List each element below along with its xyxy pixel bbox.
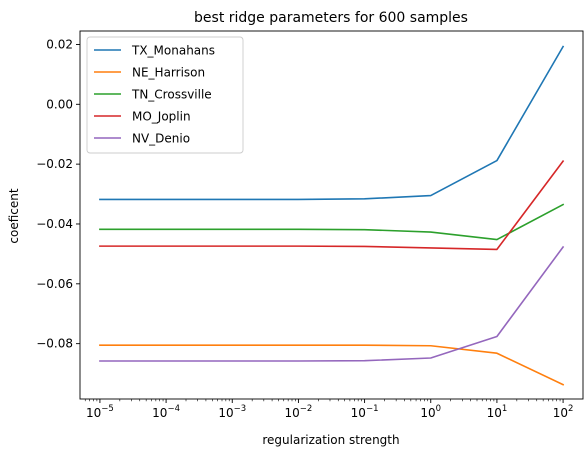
x-tick-label: 10−1 xyxy=(351,404,379,420)
x-tick-label: 101 xyxy=(487,404,508,420)
x-tick-label: 10−3 xyxy=(218,404,246,420)
legend-label-MO_Joplin: MO_Joplin xyxy=(132,110,191,124)
x-tick-label: 100 xyxy=(420,404,441,420)
legend-label-TX_Monahans: TX_Monahans xyxy=(131,44,215,58)
y-tick-label: −0.06 xyxy=(36,277,73,291)
x-tick-label: 10−4 xyxy=(152,404,180,420)
legend-label-TN_Crossville: TN_Crossville xyxy=(131,88,212,102)
x-tick-label: 10−2 xyxy=(285,404,313,420)
legend-label-NV_Denio: NV_Denio xyxy=(132,132,190,146)
y-axis-label: coeficent xyxy=(7,188,21,243)
legend-box xyxy=(86,36,244,154)
x-tick-label: 10−5 xyxy=(86,404,114,420)
y-tick-label: −0.02 xyxy=(36,157,73,171)
x-axis-label: regularization strength xyxy=(262,433,399,447)
y-tick-label: 0.00 xyxy=(46,97,73,111)
plot-area: 10−5 10−4 10−3 10−2 10−1 100 101 102 0.02 0.00 −0.… xyxy=(36,30,584,420)
axes-frame xyxy=(79,30,584,400)
y-tick-label: −0.04 xyxy=(36,217,73,231)
x-tick-label: 102 xyxy=(553,404,574,420)
series-line-MO_Joplin xyxy=(99,160,565,251)
series-line-NV_Denio xyxy=(99,245,565,362)
series-line-TN_Crossville xyxy=(99,203,565,241)
series-line-TX_Monahans xyxy=(99,45,565,201)
chart-title: best ridge parameters for 600 samples xyxy=(194,10,468,26)
legend-label-NE_Harrison: NE_Harrison xyxy=(132,66,205,80)
series-line-NE_Harrison xyxy=(99,344,565,386)
y-tick-label: −0.08 xyxy=(36,337,73,351)
y-tick-label: 0.02 xyxy=(46,37,73,51)
